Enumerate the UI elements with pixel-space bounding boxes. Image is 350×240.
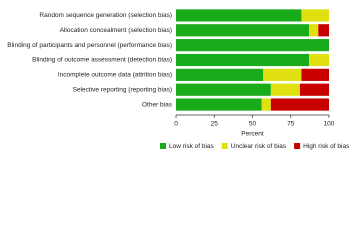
x-tick-label: 0 [174, 121, 178, 128]
bar-segment [270, 98, 329, 111]
category-label: Blinding of outcome assessment (detectio… [32, 57, 172, 64]
legend-label: Unclear risk of bias [231, 143, 287, 150]
bar-segment [301, 68, 329, 81]
legend-label: High risk of bias [303, 143, 350, 150]
category-label: Other bias [142, 101, 173, 108]
bar-segment [176, 53, 310, 67]
bar-segment [176, 9, 302, 22]
bar-segment [176, 24, 310, 37]
category-label: Allocation concealment (selection bias) [60, 27, 172, 34]
bar-segment [176, 98, 262, 111]
bar-segment [309, 24, 319, 37]
x-tick-label: 75 [287, 121, 295, 128]
legend-swatch [221, 143, 228, 149]
category-label: Selective reporting (reporting bias) [73, 86, 172, 93]
bar-segment [263, 68, 302, 81]
bar-segment [270, 83, 300, 96]
legend-label: Low risk of bias [169, 143, 215, 150]
chart: Random sequence generation (selection bi… [7, 9, 350, 150]
bar-segment [309, 53, 329, 67]
x-tick-label: 100 [324, 121, 335, 128]
bar-segment [176, 68, 264, 81]
bar-segment [318, 24, 329, 37]
x-axis-label: Percent [241, 131, 264, 138]
category-label: Blinding of participants and personnel (… [7, 42, 172, 49]
x-tick-label: 25 [211, 121, 219, 128]
bar-segment [176, 39, 329, 52]
bar-segment [261, 98, 271, 111]
bar-segment [176, 83, 271, 96]
bar-segment [299, 83, 329, 96]
legend-swatch [294, 143, 301, 149]
legend-swatch [160, 143, 166, 149]
x-tick-label: 50 [249, 121, 257, 128]
category-label: Incomplete outcome data (attrition bias) [58, 72, 172, 79]
category-label: Random sequence generation (selection bi… [39, 12, 172, 19]
bar-segment [301, 9, 329, 22]
